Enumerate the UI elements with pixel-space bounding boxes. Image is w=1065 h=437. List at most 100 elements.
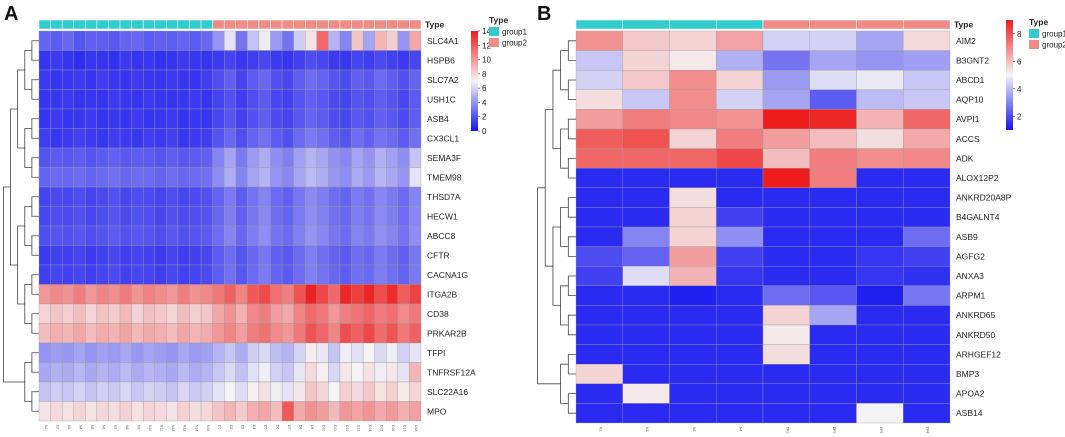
panel-a-heatmap-cell (281, 225, 294, 246)
panel-a-heatmap-cell (362, 30, 375, 51)
panel-a-heatmap-cell (409, 225, 422, 246)
panel-b-dendrogram-branch (552, 69, 561, 149)
panel-a-heatmap-cell (96, 264, 109, 285)
panel-a-heatmap-cell (397, 167, 410, 188)
panel-a-heatmap-cell (293, 147, 306, 168)
panel-a-heatmap-cell (293, 264, 306, 285)
panel-a-heatmap-cell (119, 128, 132, 149)
panel-a-dendrogram-branch (31, 40, 39, 61)
panel-a-heatmap-cell (96, 225, 109, 246)
panel-a-heatmap-cell (247, 245, 260, 266)
panel-a-heatmap-cell (316, 323, 329, 344)
panel-a-heatmap-cell (305, 362, 317, 383)
panel-b-heatmap-cell (856, 246, 904, 267)
panel-a-heatmap-cell (386, 284, 399, 305)
panel-a-gene-label: MPO (427, 406, 447, 416)
panel-b-type-annotation-cell (762, 19, 810, 30)
panel-b-heatmap-cell (856, 207, 904, 228)
panel-a-colorbar-tick-label: 2 (482, 113, 487, 122)
panel-b-heatmap-cell (762, 305, 810, 326)
panel-a-heatmap-cell (409, 284, 422, 305)
panel-b-colorbar-tick-label: 4 (1017, 85, 1022, 94)
panel-a-heatmap-cell (50, 186, 63, 207)
panel-a-gene-label: HECW1 (427, 211, 458, 221)
panel-a-heatmap-cell (177, 89, 190, 110)
panel-a-heatmap-cell (328, 128, 341, 149)
panel-a-heatmap-cell (293, 69, 306, 90)
panel-b-legend-label: group2 (1042, 41, 1065, 50)
panel-a-type-annotation-cell (247, 19, 260, 30)
panel-b-dendrogram-branch (560, 285, 569, 326)
panel-a-heatmap-cell (351, 89, 364, 110)
panel-a-heatmap-cell (154, 128, 167, 149)
panel-a-heatmap-cell (328, 225, 341, 246)
panel-a-type-annotation-cell (61, 19, 74, 30)
panel-a-heatmap-cell (50, 50, 63, 71)
panel-a-heatmap-cell (212, 30, 225, 51)
panel-b-sample-label: N4 (739, 427, 743, 431)
panel-a-heatmap-cell (73, 362, 86, 383)
panel-a-heatmap-cell (50, 147, 63, 168)
panel-a-heatmap-cell (119, 284, 132, 305)
panel-a-heatmap-cell (166, 147, 179, 168)
panel-a-heatmap-cell (131, 186, 144, 207)
panel-a-heatmap-cell (316, 264, 329, 285)
panel-a-colorbar (471, 31, 478, 131)
panel-a-type-annotation-cell (38, 19, 51, 30)
panel-a-heatmap-cell (108, 128, 121, 149)
panel-a-heatmap-cell (189, 342, 202, 363)
panel-b-heatmap-cell (716, 207, 764, 228)
panel-a-heatmap-cell (224, 401, 236, 422)
panel-a-heatmap-cell (305, 108, 317, 129)
panel-a-heatmap-cell (270, 225, 283, 246)
panel-a-heatmap-cell (96, 245, 109, 266)
panel-a-heatmap-cell (362, 147, 375, 168)
panel-a-type-annotation-cell (73, 19, 86, 30)
panel-a-heatmap-cell (258, 186, 271, 207)
panel-b-gene-label: ACCS (956, 134, 980, 144)
panel-b-colorbar-tick-label: 8 (1017, 30, 1022, 39)
panel-b-heatmap-cell (716, 324, 764, 345)
panel-a-sample-label: D16 (391, 425, 395, 431)
panel-b-heatmap-cell (762, 148, 810, 169)
panel-a-heatmap-cell (316, 30, 329, 51)
panel-b-heatmap-cell (762, 226, 810, 247)
panel-b-heatmap-cell (622, 187, 670, 208)
panel-a-sample-label: D9 (310, 425, 314, 429)
panel-a-heatmap-cell (247, 225, 260, 246)
panel-b-heatmap-cell (809, 364, 857, 384)
panel-a-heatmap-cell (61, 89, 74, 110)
panel-a-heatmap-cell (96, 108, 109, 129)
panel-a-gene-label: SEMA3F (427, 153, 461, 163)
panel-a-heatmap-cell (328, 30, 341, 51)
panel-b-heatmap-cell (903, 168, 951, 188)
panel-b-heatmap-cell (903, 305, 951, 326)
panel-a-heatmap-cell (189, 303, 202, 324)
panel-a-heatmap-cell (200, 50, 213, 71)
panel-a-heatmap-cell (235, 381, 248, 402)
panel-b-dendrogram-branch (544, 109, 553, 267)
panel-a-heatmap-cell (316, 50, 329, 71)
panel-b-heatmap-cell (809, 344, 857, 365)
panel-a-sample-label: N12 (171, 425, 175, 431)
panel-a-heatmap-cell (189, 89, 202, 110)
panel-a-heatmap-cell (316, 89, 329, 110)
panel-a-heatmap-cell (189, 147, 202, 168)
panel-a-heatmap-cell (339, 342, 352, 363)
panel-b-heatmap-cell (856, 324, 904, 345)
panel-b-heatmap-cell (716, 285, 764, 306)
panel-b-heatmap-cell (669, 344, 717, 365)
panel-a-heatmap-cell (50, 69, 63, 90)
panel-b-type-annotation-cell (575, 19, 623, 30)
panel-a-heatmap-cell (386, 147, 399, 168)
panel-b-type-annotation-cell (903, 19, 951, 30)
panel-a-heatmap-cell (339, 147, 352, 168)
panel-a-heatmap-cell (61, 186, 74, 207)
panel-a-heatmap-cell (374, 50, 387, 71)
panel-b-heatmap-cell (575, 246, 623, 267)
panel-a-heatmap-cell (38, 50, 51, 71)
panel-a-heatmap-cell (73, 108, 86, 129)
panel-a-heatmap-cell (235, 323, 248, 344)
panel-a-heatmap-cell (200, 284, 213, 305)
panel-a-heatmap-cell (362, 342, 375, 363)
